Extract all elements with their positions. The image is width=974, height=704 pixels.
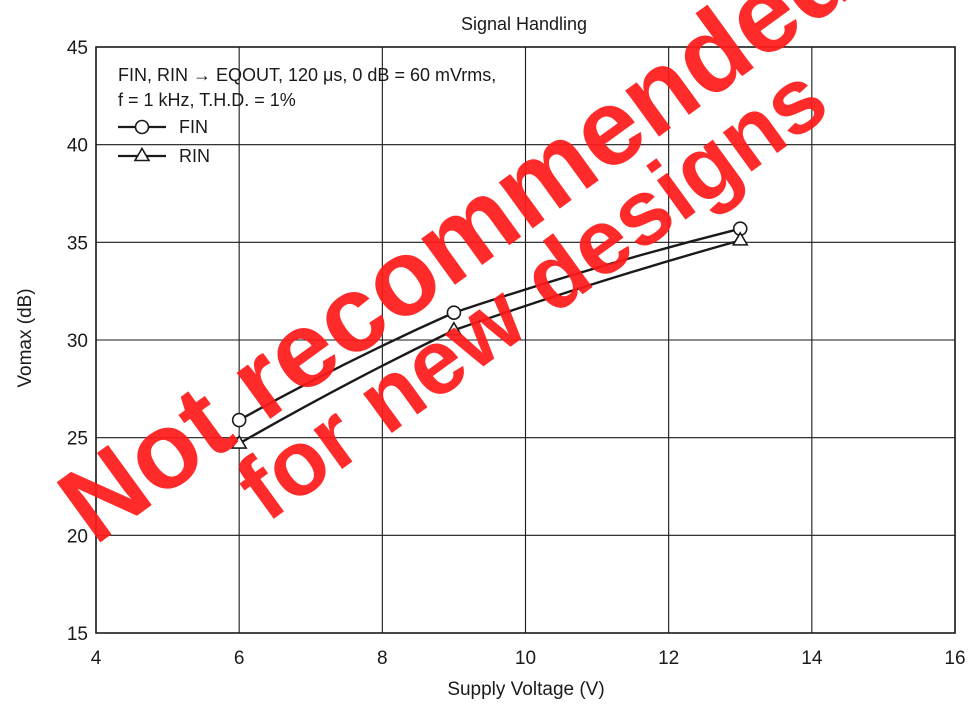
data-point-fin xyxy=(446,305,462,320)
y-tick-label: 20 xyxy=(67,526,88,547)
triangle-marker-icon xyxy=(133,146,151,162)
x-tick-labels: 4 6 8 10 12 14 16 xyxy=(91,648,966,669)
y-tick-label: 30 xyxy=(67,331,88,352)
data-point-fin xyxy=(231,412,247,428)
legend-label-rin: RIN xyxy=(179,146,210,166)
legend-item-fin: FIN xyxy=(118,117,208,137)
x-tick-label: 14 xyxy=(801,648,823,669)
y-tick-label: 40 xyxy=(67,136,88,157)
x-axis-title: Supply Voltage (V) xyxy=(447,679,604,700)
x-tick-label: 16 xyxy=(944,648,965,669)
x-tick-label: 6 xyxy=(234,648,245,669)
note-box: FIN, RIN → EQOUT, 120 μs, 0 dB = 60 mVrm… xyxy=(118,65,496,110)
note-line-2: f = 1 kHz, T.H.D. = 1% xyxy=(118,90,296,110)
circle-marker-icon xyxy=(134,119,150,135)
data-point-rin xyxy=(230,434,248,449)
legend-item-rin: RIN xyxy=(118,146,210,166)
y-tick-labels: 15 20 25 30 35 40 45 xyxy=(67,38,88,645)
x-tick-label: 10 xyxy=(515,648,536,669)
plot-frame xyxy=(95,46,956,634)
y-tick-label: 15 xyxy=(67,624,88,645)
note-line-1: FIN, RIN → EQOUT, 120 μs, 0 dB = 60 mVrm… xyxy=(118,65,496,85)
x-tick-label: 12 xyxy=(658,648,679,669)
data-point-rin xyxy=(445,321,463,336)
y-axis-title: Vomax (dB) xyxy=(15,288,36,387)
chart-title: Signal Handling xyxy=(461,14,587,34)
x-tick-label: 4 xyxy=(91,648,102,669)
y-tick-label: 45 xyxy=(67,38,88,59)
data-point-rin xyxy=(731,231,749,246)
y-tick-label: 35 xyxy=(67,233,88,254)
data-series xyxy=(230,221,749,449)
legend: FIN RIN xyxy=(118,117,210,166)
legend-label-fin: FIN xyxy=(179,117,208,137)
x-tick-label: 8 xyxy=(377,648,388,669)
y-tick-label: 25 xyxy=(67,429,88,450)
